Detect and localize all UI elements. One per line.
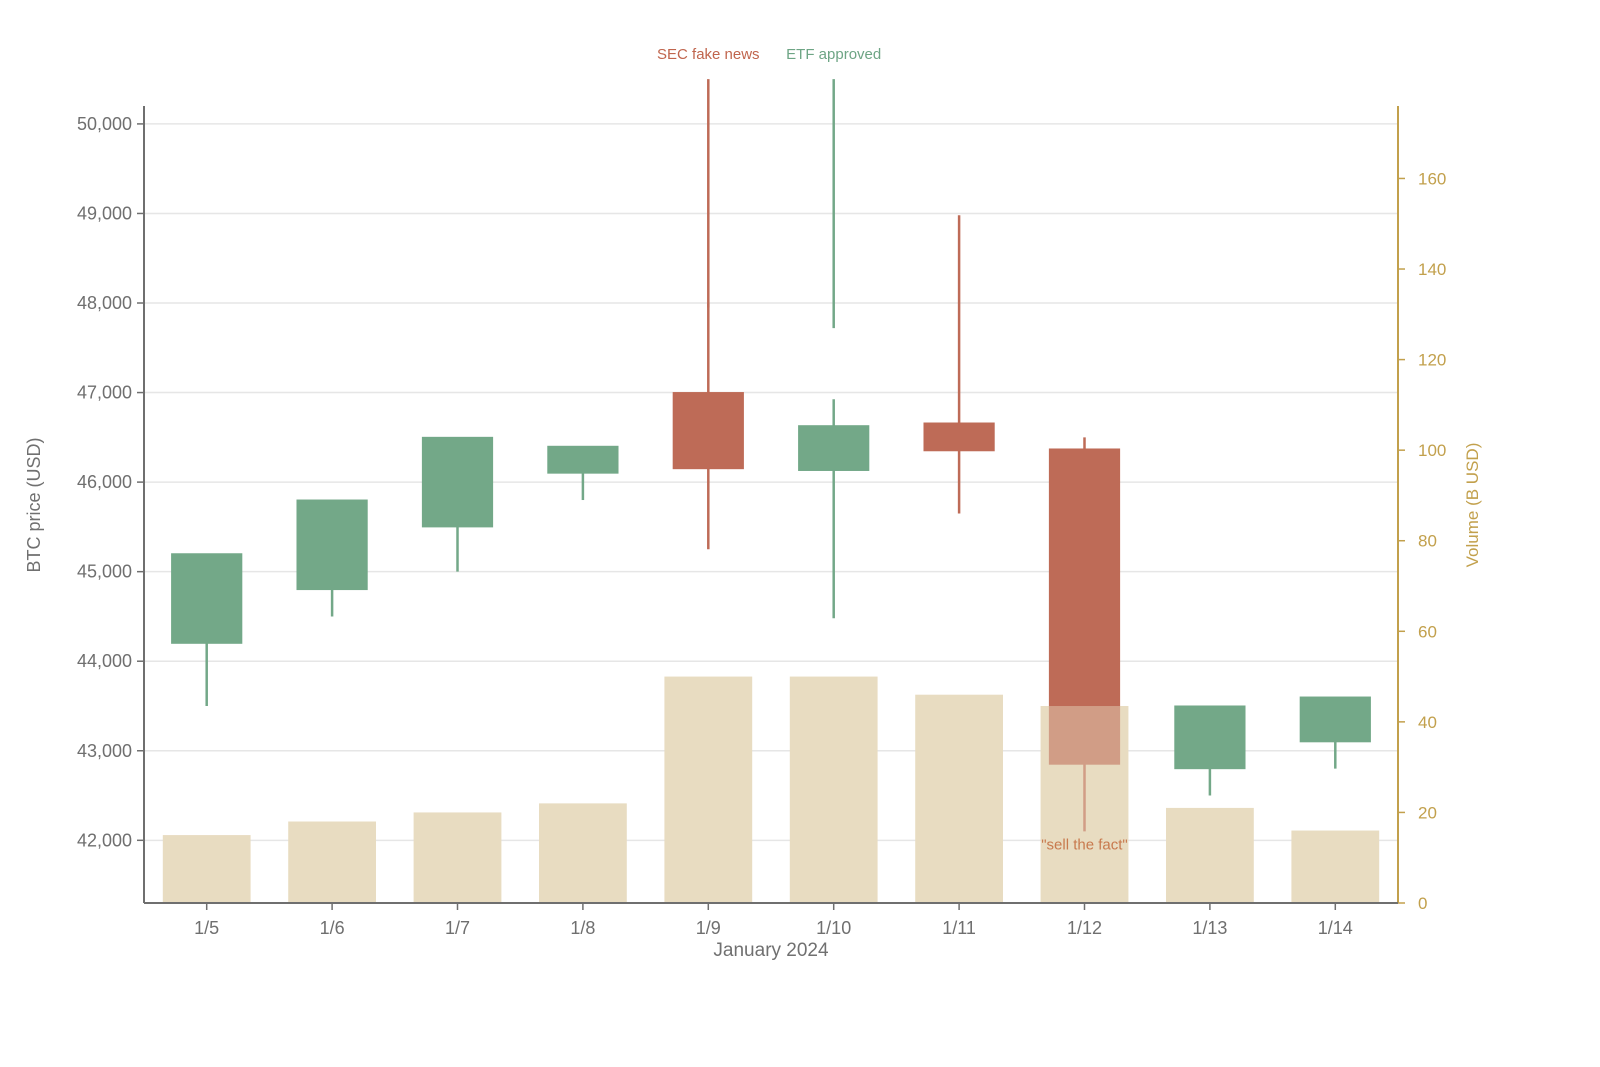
- x-tick-label: 1/12: [1067, 918, 1102, 938]
- y-tick-label: 47,000: [77, 383, 132, 403]
- volume-bar: [664, 676, 753, 903]
- y2-tick-label: 80: [1418, 532, 1437, 551]
- candle-up: [1299, 696, 1371, 743]
- x-tick-label: 1/6: [320, 918, 345, 938]
- y-tick-label: 43,000: [77, 741, 132, 761]
- y2-tick-label: 60: [1418, 622, 1437, 641]
- y2-tick-label: 140: [1418, 260, 1446, 279]
- y2-tick-label: 160: [1418, 169, 1446, 188]
- left-axis-title: BTC price (USD): [24, 437, 44, 572]
- candle-up: [296, 499, 368, 591]
- x-tick-label: 1/7: [445, 918, 470, 938]
- y-tick-label: 48,000: [77, 293, 132, 313]
- y-tick-label: 44,000: [77, 651, 132, 671]
- volume-bar: [789, 676, 878, 903]
- volume-bar: [539, 803, 627, 903]
- candle-up: [798, 425, 870, 471]
- volume-bar: [1166, 807, 1254, 903]
- axes: [137, 106, 1405, 910]
- annotations: SEC fake news ETF approved "sell the fact": [657, 46, 1128, 853]
- x-tick-label: 1/5: [194, 918, 219, 938]
- y-tick-label: 45,000: [77, 562, 132, 582]
- x-tick-label: 1/10: [816, 918, 851, 938]
- candle-up: [421, 436, 494, 528]
- x-tick-label: 1/13: [1192, 918, 1227, 938]
- candle-down: [672, 392, 744, 470]
- volume-bar: [413, 812, 502, 903]
- volume-bars: [162, 676, 1380, 903]
- x-tick-label: 1/11: [942, 918, 976, 938]
- candle-up: [171, 553, 243, 644]
- y2-tick-label: 120: [1418, 351, 1446, 370]
- y2-tick-label: 40: [1418, 713, 1437, 732]
- y-tick-label: 49,000: [77, 203, 132, 223]
- volume-bar-overlay: [1040, 706, 1129, 903]
- annotation-label: SEC fake news: [657, 46, 760, 63]
- volume-bar: [1291, 830, 1380, 903]
- candle-down: [923, 422, 995, 452]
- volume-bar: [288, 821, 376, 903]
- candle-down: [1048, 448, 1121, 765]
- tick-labels: 42,000 43,000 44,000 45,000 46,000 47,000 48,0…: [77, 114, 1446, 938]
- y-tick-label: 50,000: [77, 114, 132, 134]
- annotation-label: ETF approved: [786, 46, 881, 63]
- y2-tick-label: 20: [1418, 803, 1437, 822]
- y-tick-label: 42,000: [77, 830, 132, 850]
- candle-up: [547, 445, 619, 474]
- candle-up: [1174, 705, 1246, 770]
- candlesticks: [171, 79, 1371, 903]
- x-tick-label: 1/8: [570, 918, 595, 938]
- x-axis-title: January 2024: [713, 940, 829, 961]
- volume-bar: [162, 835, 251, 903]
- y2-tick-label: 0: [1418, 894, 1427, 913]
- x-tick-label: 1/9: [696, 918, 721, 938]
- right-axis-title: Volume (B USD): [1463, 443, 1482, 568]
- y2-tick-label: 100: [1418, 441, 1446, 460]
- x-tick-label: 1/14: [1318, 918, 1353, 938]
- volume-bar: [915, 694, 1003, 903]
- annotation-label: "sell the fact": [1041, 836, 1128, 853]
- y-tick-label: 46,000: [77, 472, 132, 492]
